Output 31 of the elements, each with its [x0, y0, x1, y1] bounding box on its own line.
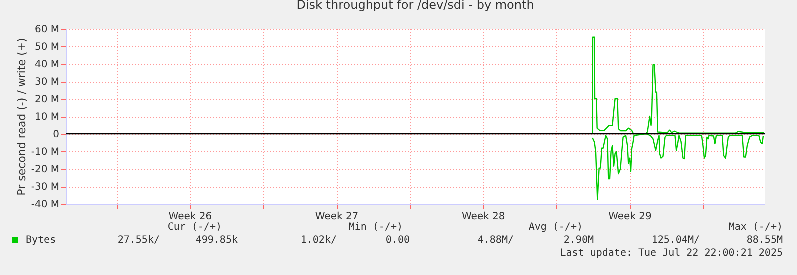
text: 4.88M/: [478, 235, 514, 246]
text: 1.02k/: [300, 235, 337, 246]
text: 499.85k: [196, 235, 238, 246]
x-tick-label: Week 29: [608, 212, 652, 222]
text: 27.55k/: [118, 235, 160, 246]
chart-title: Disk throughput for /dev/sdi - by month: [296, 0, 534, 12]
text: 2.90M: [564, 235, 594, 246]
text: Last update: Tue Jul 22 22:00:21 2025: [560, 248, 783, 259]
x-tick-label: Week 27: [315, 212, 359, 222]
y-tick-label: -30 M: [31, 182, 60, 193]
y-tick-label: -40 M: [31, 200, 60, 210]
text: Avg (-/+): [528, 222, 583, 233]
y-tick-label: 60 M: [34, 24, 60, 36]
y-tick-label: 0: [53, 130, 60, 140]
y-tick-label: 50 M: [34, 42, 60, 53]
text: 88.55M: [746, 235, 783, 246]
text: Max (-/+): [728, 222, 783, 233]
legend-label: Bytes: [26, 235, 56, 246]
y-tick-label: -20 M: [31, 164, 60, 176]
x-tick-label: Week 26: [168, 212, 212, 222]
x-tick-label: Week 28: [462, 212, 506, 222]
y-axis-title: Pr second read (-) / write (+): [15, 38, 28, 196]
y-tick-label: 10 M: [34, 112, 60, 123]
text: Min (-/+): [348, 222, 403, 233]
y-tick-label: 20 M: [34, 94, 60, 106]
text: 125.04M/: [652, 235, 700, 246]
text: 0.00: [386, 235, 410, 246]
y-tick-label: -10 M: [31, 147, 60, 158]
text: Cur (-/+): [168, 222, 222, 233]
y-tick-label: 30 M: [34, 77, 60, 88]
y-tick-label: 40 M: [34, 60, 60, 70]
